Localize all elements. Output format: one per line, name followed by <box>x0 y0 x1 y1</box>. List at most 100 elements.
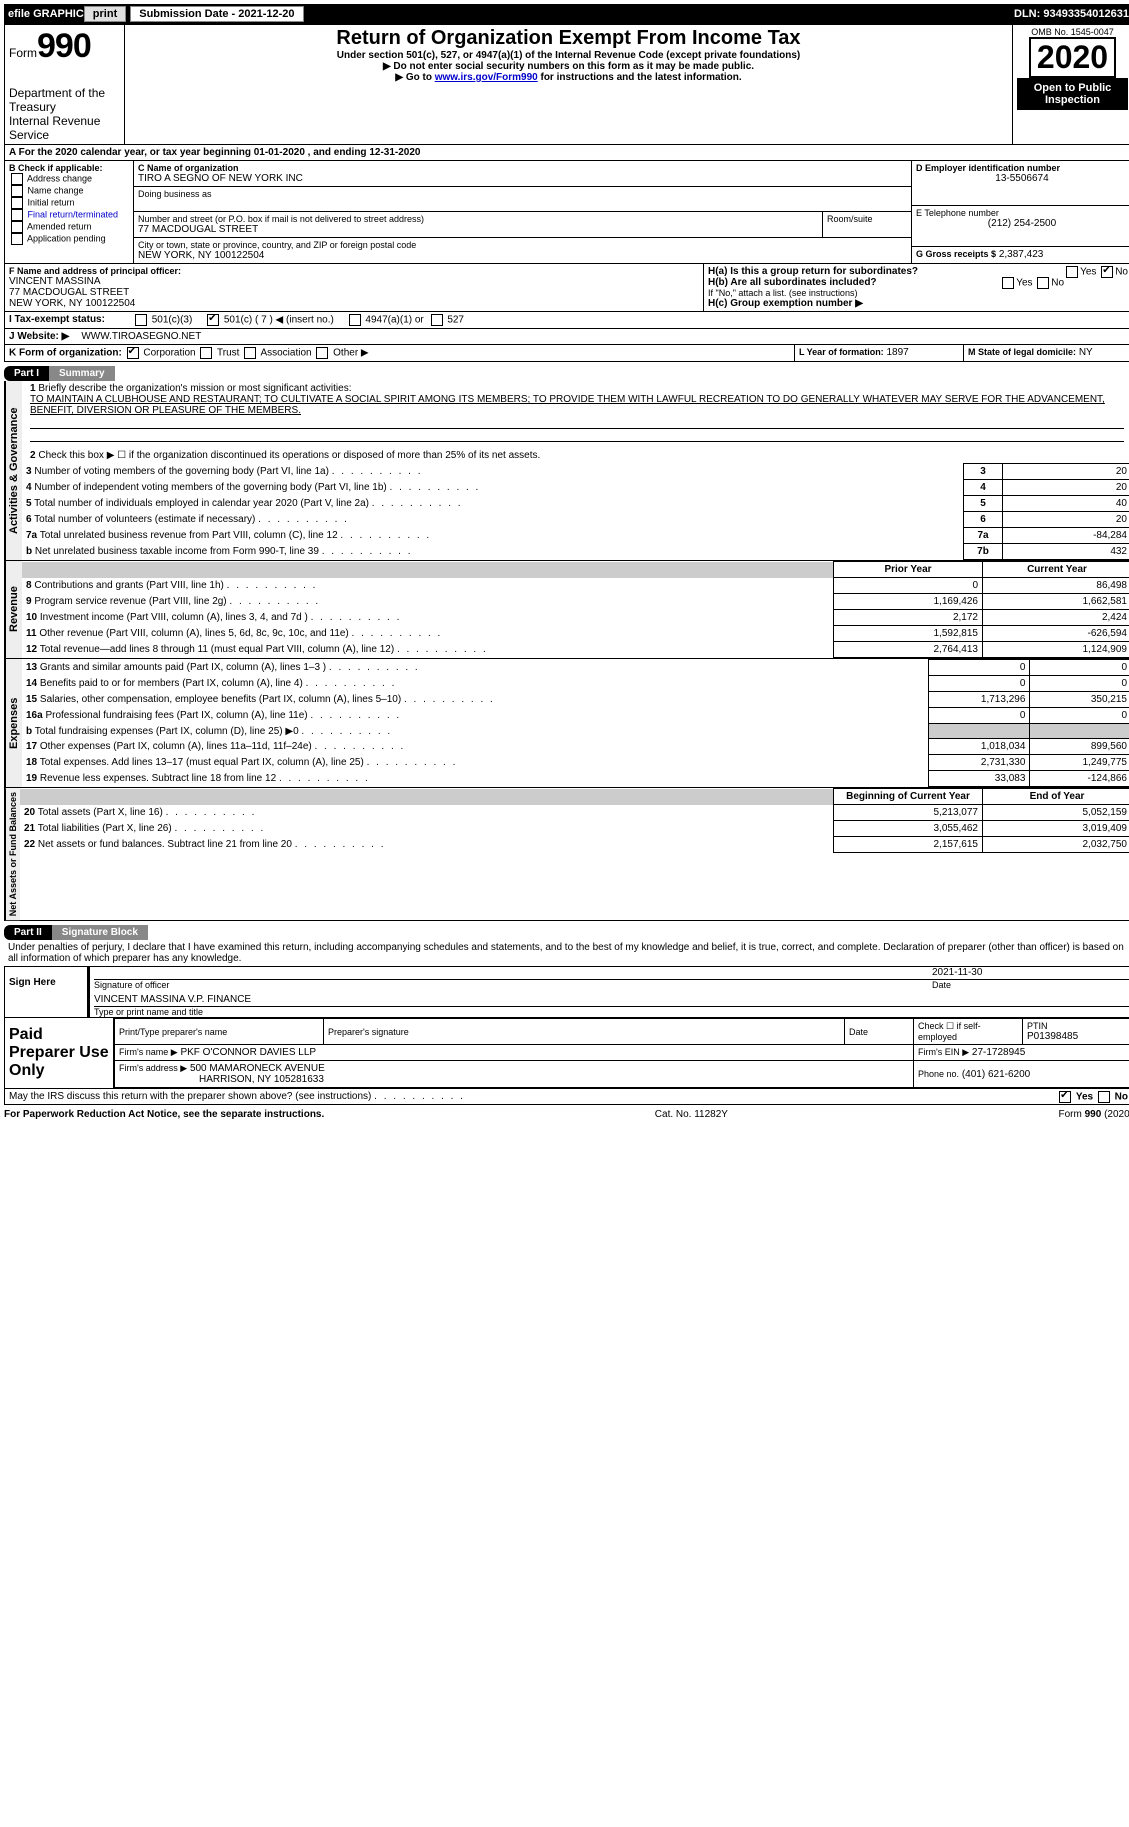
netassets-vlabel: Net Assets or Fund Balances <box>5 788 20 920</box>
part1-title: Summary <box>49 366 115 381</box>
form-note2: ▶ Go to www.irs.gov/Form990 for instruct… <box>129 72 1008 83</box>
check-self: Check ☐ if self-employed <box>918 1021 1018 1042</box>
expenses-section: Expenses 13 Grants and similar amounts p… <box>4 659 1129 788</box>
ptin: P01398485 <box>1027 1031 1127 1042</box>
sig-officer-field[interactable] <box>94 967 932 980</box>
officer-group-block: F Name and address of principal officer:… <box>4 264 1129 312</box>
footer-mid: Cat. No. 11282Y <box>655 1109 728 1120</box>
note2-pre: ▶ Go to <box>395 72 434 83</box>
officer-typed-name: VINCENT MASSINA V.P. FINANCE <box>94 994 1129 1007</box>
discuss-yes[interactable] <box>1059 1091 1071 1103</box>
period-text: A For the 2020 calendar year, or tax yea… <box>5 145 424 160</box>
part2-label: Part II <box>4 925 52 940</box>
firm-ein-label: Firm's EIN ▶ <box>918 1047 969 1057</box>
box-g-label: G Gross receipts $ <box>916 249 996 259</box>
governance-section: Activities & Governance 1 Briefly descri… <box>4 381 1129 561</box>
paid-preparer-block: Paid Preparer Use Only Print/Type prepar… <box>4 1018 1129 1089</box>
row-i: I Tax-exempt status: 501(c)(3) 501(c) ( … <box>4 312 1129 329</box>
chk-527[interactable] <box>431 314 443 326</box>
box-b-label: B Check if applicable: <box>9 163 129 173</box>
h-c: H(c) Group exemption number ▶ <box>708 298 1128 309</box>
sig-date-label: Date <box>932 980 1129 990</box>
prep-name-label: Print/Type preparer's name <box>119 1027 319 1037</box>
org-name: TIRO A SEGNO OF NEW YORK INC <box>138 173 907 184</box>
org-city: NEW YORK, NY 100122504 <box>138 250 907 261</box>
h-b-note: If "No," attach a list. (see instruction… <box>708 288 1128 298</box>
submission-date: Submission Date - 2021-12-20 <box>130 6 303 22</box>
firm-phone-label: Phone no. <box>918 1069 959 1079</box>
q1: Briefly describe the organization's miss… <box>38 383 351 394</box>
governance-table: 3 Number of voting members of the govern… <box>22 463 1129 560</box>
netassets-section: Net Assets or Fund Balances Beginning of… <box>4 788 1129 921</box>
box-m-label: M State of legal domicile: <box>968 347 1076 357</box>
dln: DLN: 93493354012631 <box>1014 8 1129 20</box>
chk-4947[interactable] <box>349 314 361 326</box>
chk-trust[interactable] <box>200 347 212 359</box>
chk-assoc[interactable] <box>244 347 256 359</box>
box-j-label: J Website: ▶ <box>5 329 73 344</box>
mission-line2 <box>30 416 1124 429</box>
firm-addr-label: Firm's address ▶ <box>119 1063 187 1073</box>
h-a: H(a) Is this a group return for subordin… <box>708 266 1128 277</box>
row-j: J Website: ▶ WWW.TIROASEGNO.NET <box>4 329 1129 345</box>
phone: (212) 254-2500 <box>916 218 1128 229</box>
discuss-no[interactable] <box>1098 1091 1110 1103</box>
footer-right: Form 990 (2020) <box>1059 1109 1129 1120</box>
form-title: Return of Organization Exempt From Incom… <box>129 27 1008 50</box>
print-button[interactable]: print <box>84 6 126 22</box>
dba-label: Doing business as <box>138 189 907 199</box>
chk-other[interactable] <box>316 347 328 359</box>
ein: 13-5506674 <box>916 173 1128 184</box>
form-header: Form990 Department of the Treasury Inter… <box>4 24 1129 145</box>
footer-left: For Paperwork Reduction Act Notice, see … <box>4 1109 324 1120</box>
part2-title: Signature Block <box>52 925 148 940</box>
officer-name: VINCENT MASSINA <box>9 276 699 287</box>
chk-501c[interactable] <box>207 314 219 326</box>
sign-here-block: Sign Here Signature of officer 2021-11-3… <box>4 966 1129 1018</box>
part1-label: Part I <box>4 366 49 381</box>
dept-treasury: Department of the Treasury Internal Reve… <box>9 86 120 142</box>
top-bar: efile GRAPHIC print Submission Date - 20… <box>4 4 1129 24</box>
officer-addr2: NEW YORK, NY 100122504 <box>9 298 699 309</box>
firm-name-label: Firm's name ▶ <box>119 1047 178 1057</box>
row-klm: K Form of organization: Corporation Trus… <box>4 345 1129 362</box>
chk-address: Address change <box>9 173 129 185</box>
firm-name: PKF O'CONNOR DAVIES LLP <box>180 1047 316 1058</box>
year-formation: 1897 <box>886 347 908 358</box>
part2-header: Part II Signature Block <box>4 925 1129 940</box>
state-domicile: NY <box>1079 347 1093 358</box>
mission: TO MAINTAIN A CLUBHOUSE AND RESTAURANT; … <box>30 394 1124 416</box>
room-suite: Room/suite <box>822 212 911 237</box>
revenue-vlabel: Revenue <box>5 561 22 658</box>
open-inspection: Open to Public Inspection <box>1017 78 1128 110</box>
form-note1: ▶ Do not enter social security numbers o… <box>129 61 1008 72</box>
irs-link[interactable]: www.irs.gov/Form990 <box>435 72 538 83</box>
expenses-vlabel: Expenses <box>5 659 22 787</box>
note2-post: for instructions and the latest informat… <box>538 72 742 83</box>
form-label: Form <box>9 46 37 60</box>
box-d-label: D Employer identification number <box>916 163 1128 173</box>
tax-year: 2020 <box>1029 37 1116 78</box>
officer-addr1: 77 MACDOUGAL STREET <box>9 287 699 298</box>
chk-corp[interactable] <box>127 347 139 359</box>
box-c-label: C Name of organization <box>138 163 907 173</box>
ptin-label: PTIN <box>1027 1021 1127 1031</box>
efile-label: efile GRAPHIC <box>8 8 84 20</box>
netassets-table: Beginning of Current YearEnd of Year20 T… <box>20 788 1129 853</box>
prep-sig-label: Preparer's signature <box>328 1027 840 1037</box>
form-subtitle: Under section 501(c), 527, or 4947(a)(1)… <box>129 50 1008 61</box>
expenses-table: 13 Grants and similar amounts paid (Part… <box>22 659 1129 787</box>
firm-ein: 27-1728945 <box>972 1047 1025 1058</box>
h-b: H(b) Are all subordinates included? Yes … <box>708 277 1128 288</box>
chk-501c3[interactable] <box>135 314 147 326</box>
mission-line3 <box>30 429 1124 442</box>
revenue-section: Revenue Prior YearCurrent Year8 Contribu… <box>4 561 1129 659</box>
box-l-label: L Year of formation: <box>799 347 884 357</box>
discuss-text: May the IRS discuss this return with the… <box>9 1091 371 1102</box>
row-a-period: A For the 2020 calendar year, or tax yea… <box>4 145 1129 161</box>
addr-label: Number and street (or P.O. box if mail i… <box>138 214 818 224</box>
sig-officer-label: Signature of officer <box>94 980 932 990</box>
chk-initial: Initial return <box>9 197 129 209</box>
gross-receipts: 2,387,423 <box>999 249 1044 260</box>
type-name-label: Type or print name and title <box>94 1007 1129 1017</box>
